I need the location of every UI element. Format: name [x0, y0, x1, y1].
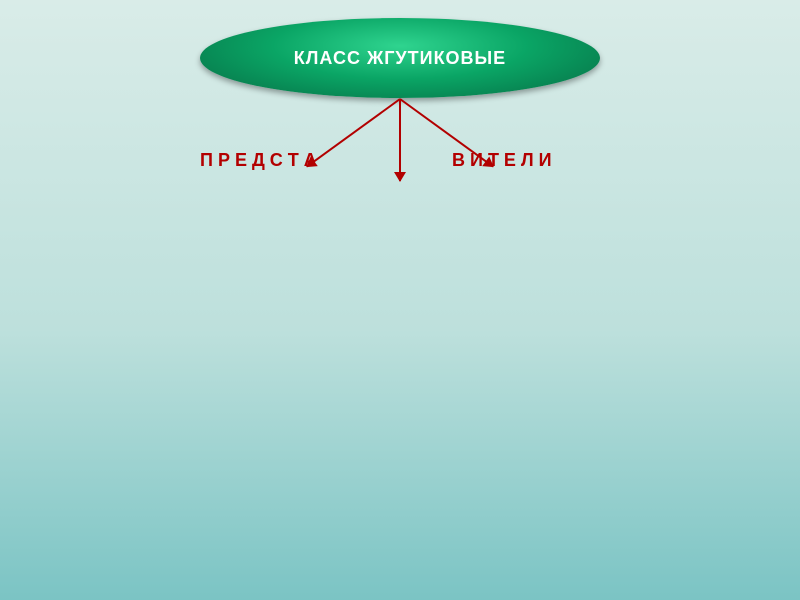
red-arrow	[305, 97, 402, 169]
red-arrow	[397, 99, 403, 181]
representatives-label-left: П Р Е Д С Т А	[200, 150, 317, 171]
diagram-stage: КЛАСС ЖГУТИКОВЫЕ П Р Е Д С Т А В И Т Е Л…	[0, 0, 800, 600]
representatives-label-right: В И Т Е Л И	[452, 150, 552, 171]
title-text: КЛАСС ЖГУТИКОВЫЕ	[294, 48, 506, 69]
title-ellipse: КЛАСС ЖГУТИКОВЫЕ	[200, 18, 600, 98]
